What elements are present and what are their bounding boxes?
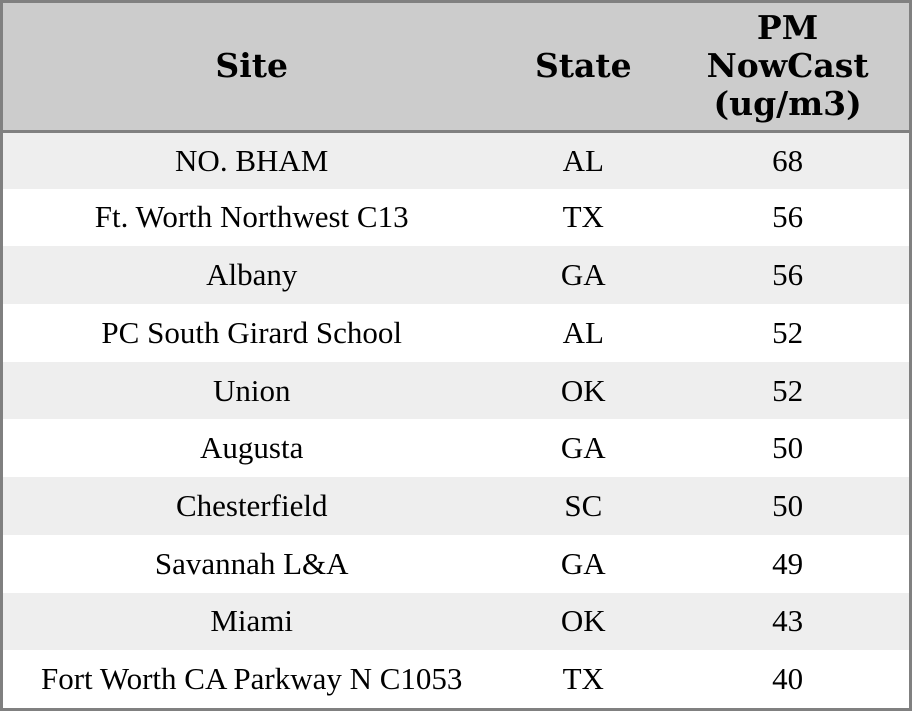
site-cell: NO. BHAM [175, 142, 329, 178]
pm-nowcast-cell: 52 [772, 372, 804, 408]
column-header-state: State [500, 3, 667, 133]
pm-nowcast-cell: 56 [772, 257, 804, 293]
table-row: Savannah L&A GA 49 [3, 534, 909, 593]
state-cell: AL [562, 142, 604, 178]
column-header-state-label: State [534, 46, 632, 86]
table-row: NO. BHAM AL 68 [3, 131, 909, 189]
state-cell: GA [560, 257, 606, 293]
pm-nowcast-cell: 50 [772, 430, 804, 466]
state-cell: TX [562, 199, 604, 235]
table-row: Albany GA 56 [3, 246, 909, 305]
pm-nowcast-cell: 68 [772, 142, 804, 178]
header-row: Site State PM NowCast (ug/m3) [3, 3, 909, 133]
state-cell: GA [560, 430, 606, 466]
state-cell: AL [562, 314, 604, 350]
site-cell: Fort Worth CA Parkway N C1053 [40, 661, 463, 697]
pm-nowcast-cell: 56 [772, 199, 804, 235]
site-cell: Miami [210, 603, 294, 639]
table-row: Union OK 52 [3, 361, 909, 420]
state-cell: TX [562, 661, 604, 697]
pm-nowcast-cell: 52 [772, 314, 804, 350]
site-cell: Union [212, 372, 291, 408]
pm-nowcast-cell: 43 [772, 603, 804, 639]
site-cell: Savannah L&A [154, 545, 349, 581]
pm-nowcast-cell: 49 [772, 545, 804, 581]
site-cell: Augusta [200, 430, 304, 466]
table-row: Miami OK 43 [3, 592, 909, 651]
column-header-site: Site [3, 3, 501, 133]
table-row: PC South Girard School AL 52 [3, 304, 909, 362]
site-cell: PC South Girard School [101, 314, 402, 350]
site-cell: Chesterfield [175, 487, 328, 523]
state-cell: OK [560, 372, 606, 408]
site-cell: Ft. Worth Northwest C13 [94, 199, 409, 235]
table-row: Augusta GA 50 [3, 419, 909, 478]
column-header-pm-nowcast-label: PM NowCast (ug/m3) [706, 8, 869, 124]
pm-nowcast-cell: 40 [772, 661, 804, 697]
pm-nowcast-cell: 50 [772, 487, 804, 523]
table-row: Ft. Worth Northwest C13 TX 56 [3, 188, 909, 247]
site-cell: Albany [206, 257, 298, 293]
state-cell: OK [560, 603, 606, 639]
state-cell: GA [560, 545, 606, 581]
data-table: Site State PM NowCast (ug/m3) NO. BHAM A… [3, 3, 909, 708]
table-row: Chesterfield SC 50 [3, 477, 909, 535]
state-cell: SC [564, 487, 603, 523]
column-header-pm-nowcast: PM NowCast (ug/m3) [666, 3, 909, 133]
table-row: Fort Worth CA Parkway N C1053 TX 40 [3, 650, 909, 708]
column-header-site-label: Site [215, 46, 288, 86]
table-body: NO. BHAM AL 68 Ft. Worth Northwest C13 T… [3, 131, 909, 708]
